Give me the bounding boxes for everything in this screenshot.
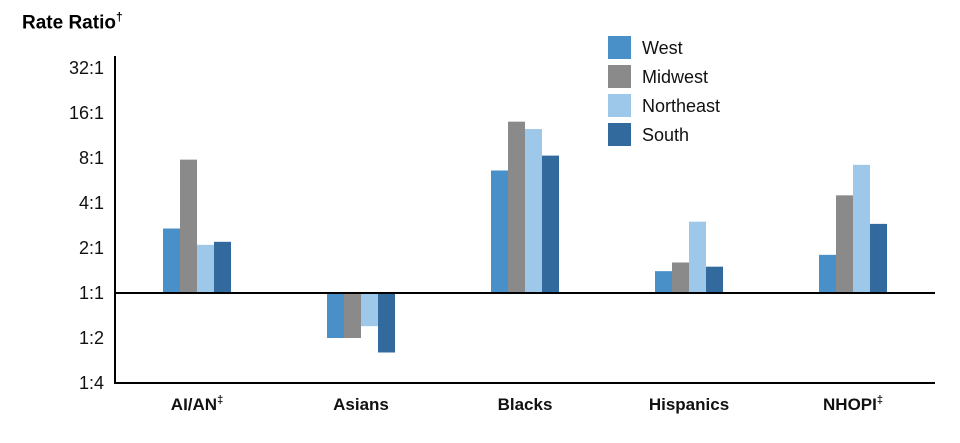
legend-swatch-south bbox=[608, 123, 631, 146]
bar-west-blacks bbox=[491, 170, 508, 293]
y-tick-label: 1:1 bbox=[79, 283, 104, 303]
y-tick-label: 8:1 bbox=[79, 148, 104, 168]
bar-northeast-blacks bbox=[525, 129, 542, 293]
bar-west-asians bbox=[327, 293, 344, 338]
legend-label: South bbox=[642, 124, 690, 145]
bar-northeast-nhopi bbox=[853, 164, 870, 293]
bar-midwest-hispanics bbox=[672, 262, 689, 293]
bar-south-blacks bbox=[542, 155, 559, 293]
bar-west-nhopi bbox=[819, 254, 836, 293]
legend-swatch-midwest bbox=[608, 65, 631, 88]
bar-south-asians bbox=[378, 293, 395, 353]
legend-swatch-west bbox=[608, 36, 631, 59]
y-tick-label: 4:1 bbox=[79, 193, 104, 213]
y-tick-label: 32:1 bbox=[69, 58, 104, 78]
y-tick-label: 16:1 bbox=[69, 103, 104, 123]
bar-midwest-aian bbox=[180, 159, 197, 293]
chart-title: Rate Ratio† bbox=[22, 10, 123, 34]
legend-item-west: West bbox=[608, 36, 720, 59]
y-tick-label: 1:2 bbox=[79, 328, 104, 348]
title-dagger-superscript: † bbox=[115, 10, 123, 24]
legend-item-northeast: Northeast bbox=[608, 94, 720, 117]
bar-south-aian bbox=[214, 241, 231, 293]
legend: West Midwest Northeast South bbox=[608, 36, 720, 146]
legend-label: West bbox=[642, 37, 683, 58]
bar-northeast-asians bbox=[361, 293, 378, 327]
bar-northeast-aian bbox=[197, 244, 214, 293]
bar-midwest-blacks bbox=[508, 121, 525, 293]
category-label: NHOPI‡ bbox=[823, 394, 883, 414]
chart-title-text: Rate Ratio bbox=[22, 12, 116, 34]
category-label: AI/AN‡ bbox=[171, 394, 223, 414]
y-tick-label: 1:4 bbox=[79, 373, 104, 393]
legend-item-midwest: Midwest bbox=[608, 65, 720, 88]
category-label: Blacks bbox=[498, 395, 553, 414]
legend-label: Midwest bbox=[642, 66, 709, 87]
bar-west-aian bbox=[163, 228, 180, 293]
bar-west-hispanics bbox=[655, 271, 672, 293]
bar-midwest-nhopi bbox=[836, 195, 853, 293]
category-label: Asians bbox=[333, 395, 389, 414]
y-tick-label: 2:1 bbox=[79, 238, 104, 258]
legend-swatch-northeast bbox=[608, 94, 631, 117]
legend-item-south: South bbox=[608, 123, 720, 146]
bar-northeast-hispanics bbox=[689, 221, 706, 293]
bar-south-hispanics bbox=[706, 266, 723, 293]
bar-midwest-asians bbox=[344, 293, 361, 338]
legend-label: Northeast bbox=[642, 95, 721, 116]
category-label: Hispanics bbox=[649, 395, 729, 414]
bar-south-nhopi bbox=[870, 223, 887, 293]
